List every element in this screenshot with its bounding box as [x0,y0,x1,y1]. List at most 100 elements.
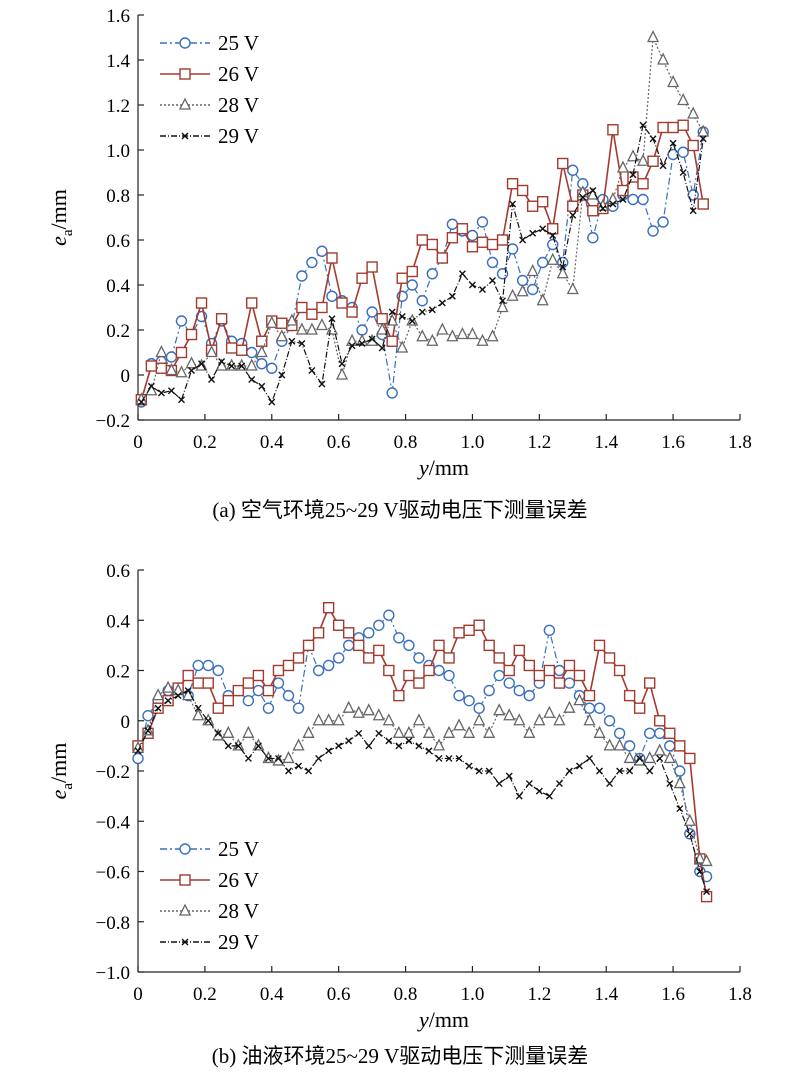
data-point [336,297,348,309]
data-point [322,713,335,726]
data-point [476,216,489,228]
data-point [252,684,265,697]
data-point [453,627,465,639]
legend-label: 25 V [218,31,259,55]
data-point [346,306,358,318]
data-point [272,664,285,677]
data-point [422,725,436,738]
data-point [586,754,593,762]
data-point [485,767,493,775]
data-point [549,232,557,239]
x-tick-label: 1.4 [594,984,618,1005]
data-point [654,715,666,727]
data-point [278,371,286,379]
legend-entry: 28 V [160,899,259,923]
series-line [140,124,704,400]
data-point [315,754,323,762]
x-tick-label: 0 [133,432,143,453]
data-point [232,738,245,751]
data-point [486,329,499,342]
data-point [703,888,711,896]
data-point [533,713,546,726]
data-point [593,725,606,738]
data-point [295,322,308,335]
data-point [372,708,385,721]
data-point [242,694,255,707]
data-point [345,333,359,346]
legend-label: 26 V [218,868,259,892]
data-point [623,750,636,764]
data-point [466,327,479,340]
data-point [539,225,547,233]
data-point [416,234,428,246]
data-point [573,669,586,682]
data-point [473,702,485,714]
data-point [637,178,649,190]
data-point [463,725,476,738]
data-point [386,335,398,347]
data-point [533,669,546,682]
data-point [587,232,599,244]
data-point [326,290,338,302]
data-point [144,727,152,735]
data-point [165,363,178,376]
data-point [667,75,680,88]
x-tick-label: 0.6 [327,984,351,1005]
data-point [416,295,428,307]
data-point [643,750,656,764]
data-point [256,358,268,370]
data-point [262,702,275,714]
data-point [506,288,519,301]
data-point [687,106,700,119]
data-point [603,738,616,751]
legend-label: 28 V [218,93,259,117]
data-point [258,382,266,390]
data-point [396,340,409,353]
data-point [276,317,288,329]
data-point [559,263,567,271]
data-point [167,387,175,395]
data-point [242,725,255,738]
data-point [456,327,469,340]
data-point [296,301,308,314]
series-28v [135,30,710,405]
legend-marker [179,37,191,49]
data-point [192,677,204,689]
data-point [636,153,650,166]
x-tick-label: 0.8 [394,984,418,1005]
data-point [194,704,202,712]
data-point [413,652,425,664]
data-point [326,252,338,264]
data-point [468,281,476,289]
data-point [438,299,446,307]
data-point [543,624,556,636]
data-point [493,669,505,682]
data-point [402,725,415,738]
data-point [235,344,248,356]
data-point [664,740,676,752]
data-point [446,329,459,342]
data-point [473,619,485,631]
data-point [142,710,154,722]
data-point [242,677,255,689]
x-axis-label: y/mm [417,1007,469,1032]
x-axis-label: y/mm [417,455,469,480]
y-tick-label: 0.4 [106,611,130,632]
data-point [503,708,516,721]
data-point [426,333,439,346]
x-tick-label: 0.8 [394,432,418,453]
data-point [393,632,405,644]
data-point [603,652,616,664]
x-tick-label: 1.2 [527,432,551,453]
y-axis-label: ea/mm [46,743,76,800]
x-tick-label: 1.8 [728,432,752,453]
data-point [626,767,634,775]
legend-label: 26 V [218,62,259,86]
data-point [285,313,298,326]
data-point [426,268,439,280]
data-point [228,362,236,370]
data-point [626,149,640,162]
y-tick-label: 1.4 [106,51,130,72]
legend-marker [179,843,191,855]
data-point [666,780,674,788]
